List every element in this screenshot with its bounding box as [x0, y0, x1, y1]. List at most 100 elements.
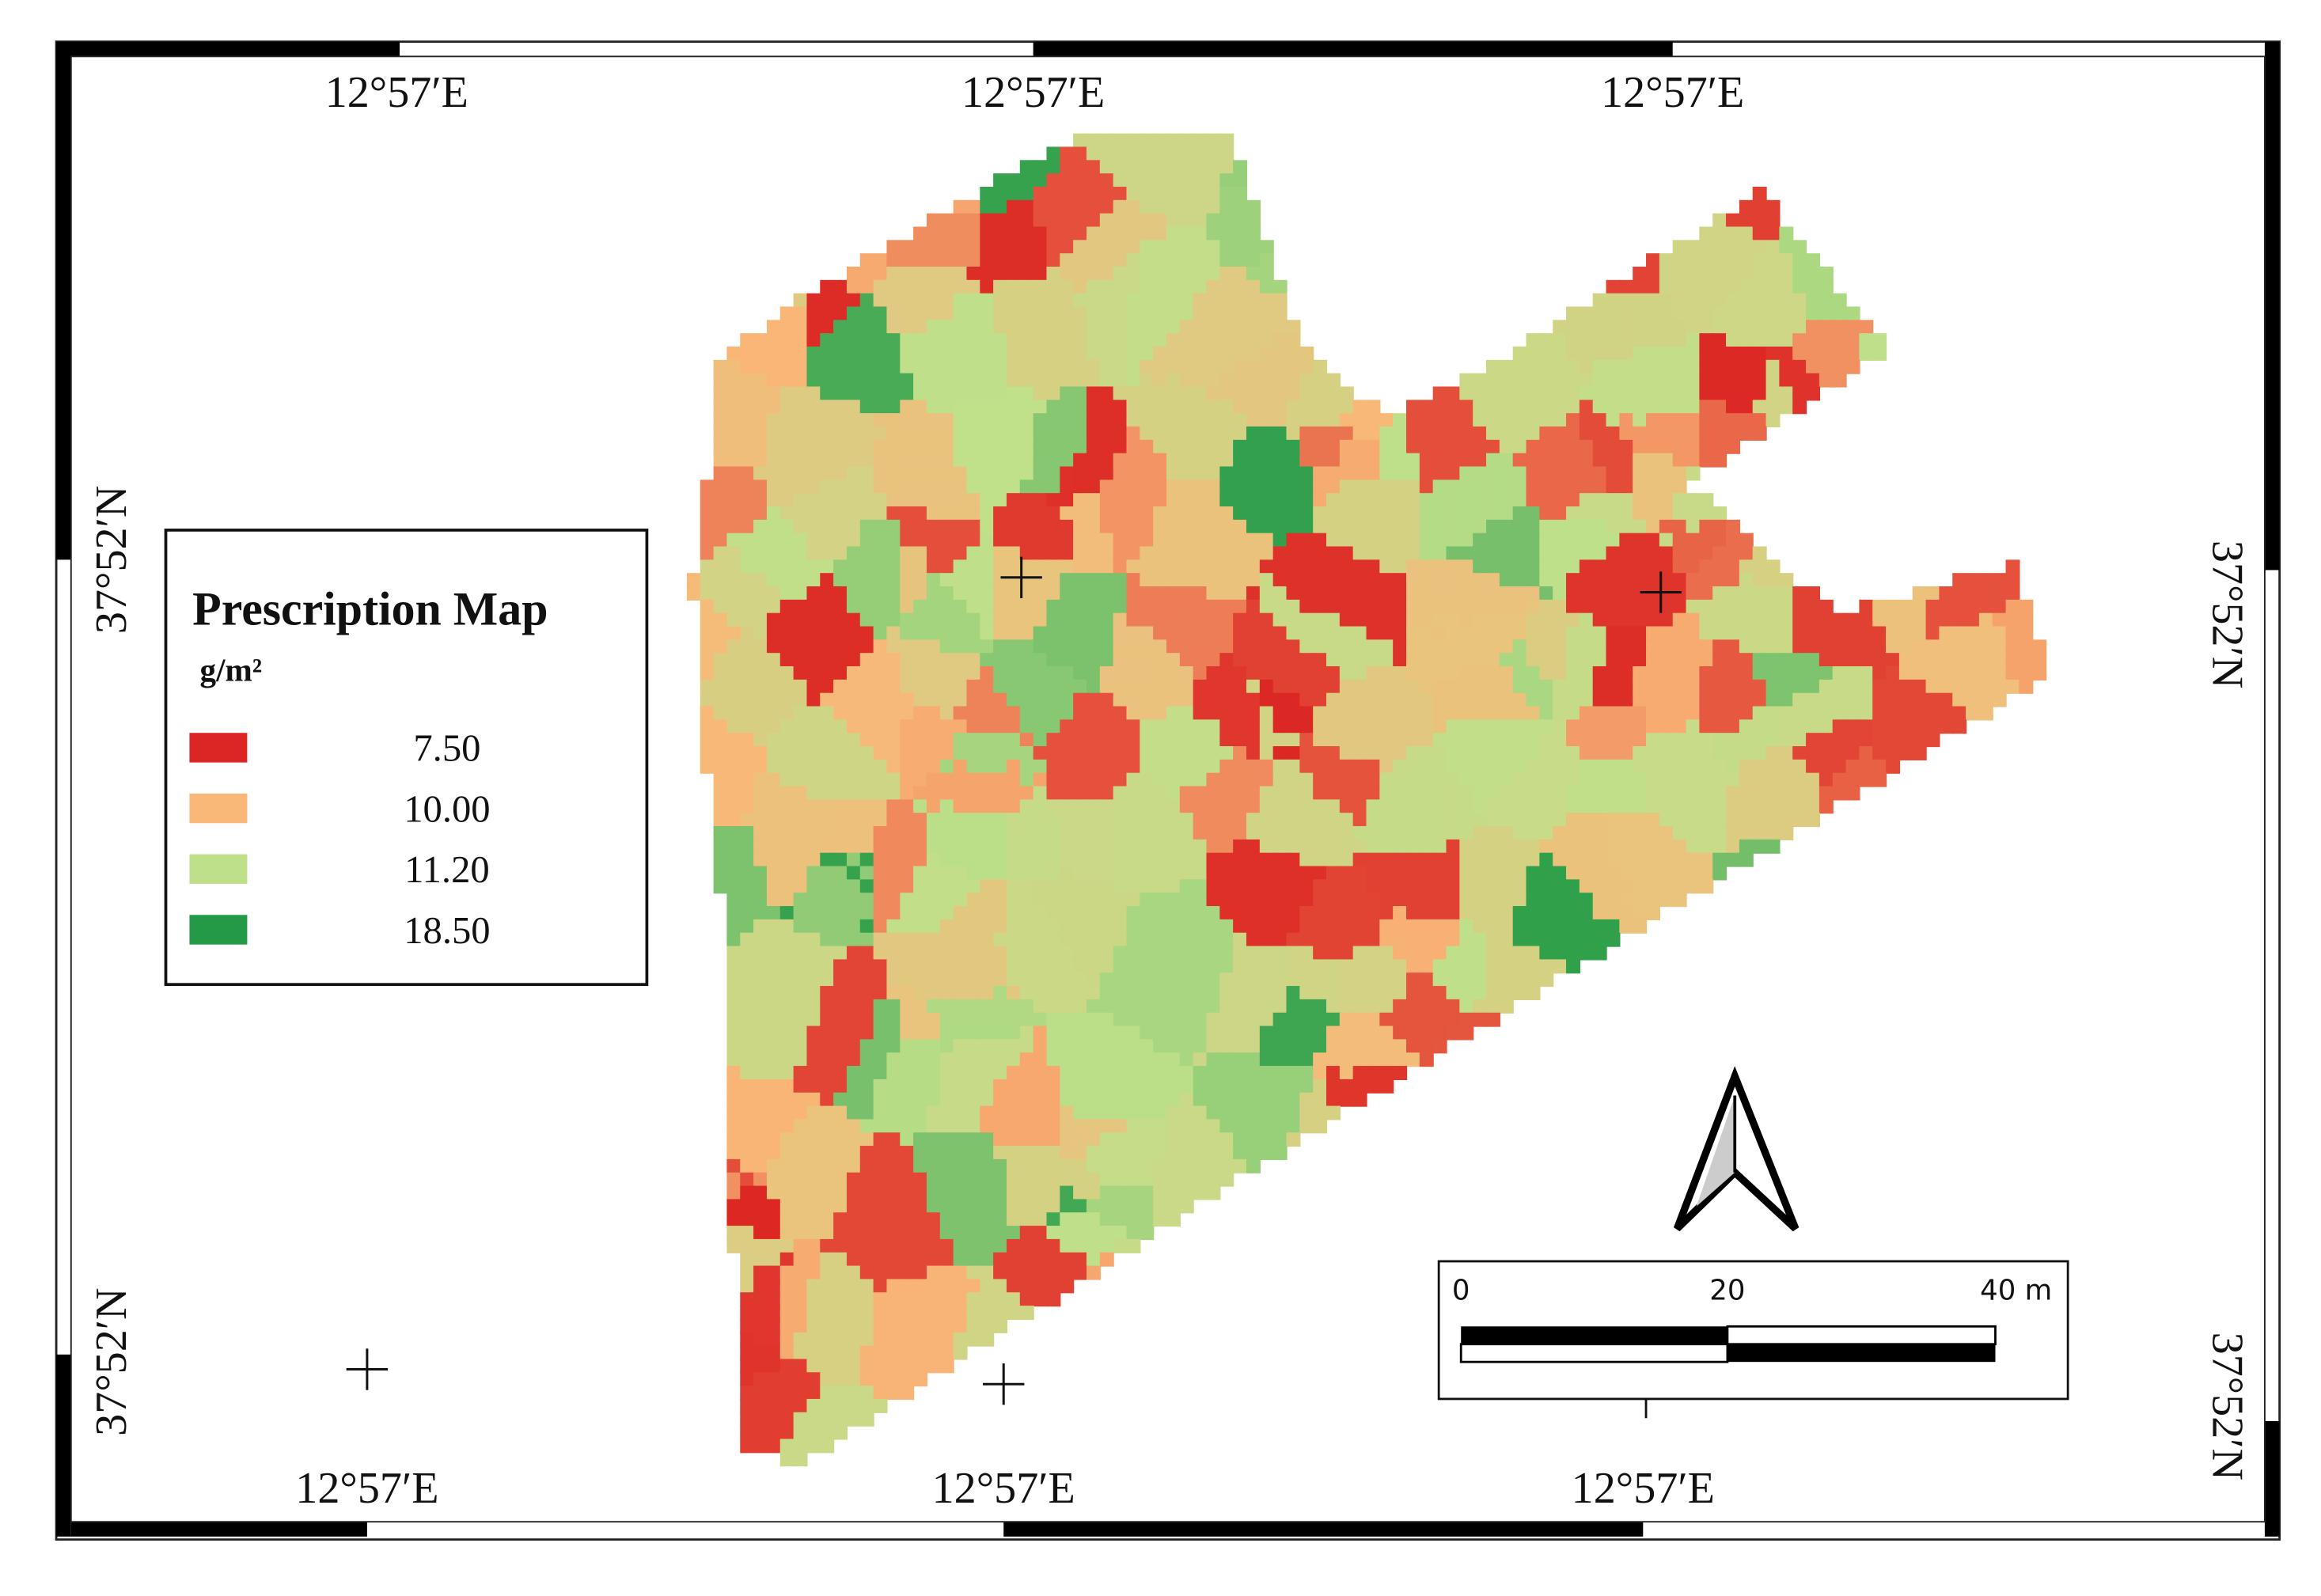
map-cell [766, 719, 781, 734]
map-cell [1006, 559, 1021, 574]
map-cell [700, 546, 715, 561]
map-cell [1699, 320, 1714, 335]
map-cell [1446, 839, 1461, 854]
map-cell [740, 466, 755, 481]
map-cell [1206, 813, 1221, 828]
map-cell [1765, 333, 1781, 348]
map-cell [1726, 533, 1741, 548]
map-cell [859, 612, 874, 627]
map-cell [1752, 639, 1767, 654]
map-cell [1272, 293, 1288, 308]
map-cell [1606, 599, 1621, 614]
map-cell [1006, 386, 1021, 401]
map-cell [1086, 679, 1101, 694]
map-cell [886, 879, 901, 894]
map-cell [859, 586, 874, 601]
map-cell [1099, 146, 1114, 161]
map-cell [1326, 413, 1341, 428]
map-cell [1060, 692, 1075, 707]
map-cell [1099, 852, 1114, 867]
map-cell [766, 519, 781, 534]
map-cell [1739, 759, 1754, 774]
map-cell [1592, 293, 1607, 308]
map-cell [1765, 240, 1781, 255]
map-cell [926, 346, 941, 361]
map-cell [1193, 932, 1208, 947]
map-cell [1419, 1052, 1434, 1067]
map-cell [1699, 692, 1714, 707]
map-cell [793, 772, 808, 787]
map-cell [1432, 786, 1447, 801]
map-cell [1486, 453, 1500, 468]
map-cell [753, 1079, 768, 1094]
map-cell [1153, 1012, 1168, 1027]
map-cell [1633, 306, 1648, 321]
map-cell [1659, 839, 1674, 854]
map-cell [1512, 586, 1527, 601]
map-cell [1699, 852, 1714, 867]
map-cell [1526, 506, 1541, 521]
map-cell [966, 639, 981, 654]
map-cell [1233, 573, 1248, 588]
map-cell [1978, 653, 1993, 668]
map-cell [966, 813, 981, 828]
map-cell [1153, 972, 1168, 988]
map-cell [1086, 519, 1101, 534]
map-cell [966, 439, 981, 454]
map-cell [1765, 612, 1781, 627]
map-cell [1193, 813, 1208, 828]
map-cell [700, 599, 715, 614]
map-cell [1179, 986, 1194, 1001]
map-cell [1473, 506, 1488, 521]
map-cell [1219, 946, 1234, 961]
map-cell [1233, 772, 1248, 787]
map-cell [1286, 972, 1301, 988]
map-cell [859, 373, 874, 388]
map-cell [993, 1012, 1008, 1027]
map-cell [1086, 573, 1101, 588]
map-cell [1193, 692, 1208, 707]
map-cell [1499, 879, 1514, 894]
map-cell [1179, 186, 1194, 201]
map-cell [1686, 519, 1701, 534]
map-cell [1473, 972, 1488, 988]
map-cell [833, 386, 848, 401]
map-cell [1966, 692, 1981, 707]
map-cell [1313, 972, 1328, 988]
map-cell [1219, 893, 1234, 908]
map-cell [1113, 186, 1128, 201]
map-cell [1272, 373, 1288, 388]
map-cell [1432, 493, 1447, 508]
map-cell [1326, 986, 1341, 1001]
map-cell [1166, 1039, 1181, 1054]
map-cell [993, 253, 1008, 268]
map-cell [1646, 573, 1660, 588]
map-cell [1659, 426, 1674, 441]
map-cell [1898, 706, 1913, 721]
map-cell [1393, 906, 1408, 921]
map-cell [1806, 813, 1821, 828]
map-cell [1060, 559, 1075, 574]
map-cell [1446, 946, 1461, 961]
map-cell [1313, 759, 1328, 774]
map-cell [859, 653, 874, 668]
map-cell [1779, 333, 1794, 348]
map-cell [1379, 519, 1394, 534]
map-cell [939, 1012, 954, 1027]
map-cell [1313, 573, 1328, 588]
map-cell [846, 612, 861, 627]
map-cell [1792, 373, 1807, 388]
map-cell [1792, 333, 1807, 348]
map-cell [1419, 1039, 1434, 1054]
map-cell [1272, 759, 1288, 774]
map-cell [1046, 599, 1061, 614]
map-cell [1193, 146, 1208, 161]
map-cell [1339, 986, 1354, 1001]
map-cell [1553, 959, 1568, 974]
map-cell [1818, 293, 1834, 308]
map-cell [1739, 813, 1754, 828]
map-cell [1272, 959, 1288, 974]
map-cell [1486, 719, 1500, 734]
map-cell [779, 733, 795, 748]
map-cell [1272, 559, 1288, 574]
